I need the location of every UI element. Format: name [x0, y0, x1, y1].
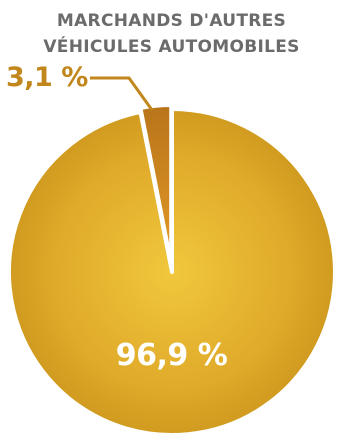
chart-title-line-2: VÉHICULES AUTOMOBILES — [43, 37, 300, 57]
callout-leader-diagonal — [127, 77, 154, 111]
slice-label-small: 3,1 % — [6, 62, 88, 93]
slice-label-large: 96,9 % — [115, 338, 228, 373]
chart-title-line-1: MARCHANDS D'AUTRES — [56, 11, 287, 31]
pie-slice-large — [7, 107, 337, 437]
chart-title: MARCHANDS D'AUTRES VÉHICULES AUTOMOBILES — [0, 8, 343, 60]
